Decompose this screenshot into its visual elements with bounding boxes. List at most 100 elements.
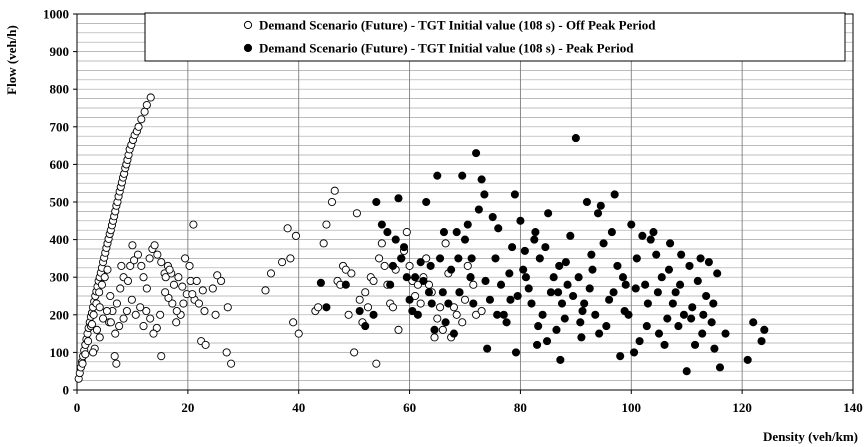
off-peak-point	[130, 256, 139, 265]
off-peak-point	[149, 329, 158, 338]
off-peak-point	[92, 325, 101, 334]
off-peak-point	[458, 318, 467, 327]
off-peak-point	[97, 280, 106, 289]
peak-point	[638, 231, 647, 240]
peak-point	[595, 329, 604, 338]
x-tick-label: 60	[403, 400, 416, 415]
off-peak-point	[169, 280, 179, 289]
peak-point	[533, 340, 542, 349]
peak-point	[632, 254, 641, 263]
peak-point	[488, 212, 497, 222]
peak-point	[710, 344, 719, 353]
peak-point	[554, 288, 563, 297]
peak-point	[469, 299, 478, 308]
peak-point	[438, 288, 447, 297]
peak-point	[493, 310, 502, 319]
off-peak-point	[188, 290, 197, 299]
peak-point	[674, 322, 683, 331]
off-peak-point	[185, 261, 194, 270]
off-peak-point	[200, 306, 209, 316]
x-tick-label: 140	[843, 400, 863, 415]
peak-point	[641, 280, 650, 289]
peak-point	[460, 235, 470, 244]
peak-point	[541, 243, 550, 252]
y-axis-title: Flow (veh/h)	[4, 25, 19, 95]
peak-point	[693, 276, 702, 286]
off-peak-point	[112, 299, 121, 308]
off-peak-point	[261, 286, 270, 295]
off-peak-point	[217, 276, 226, 286]
off-peak-point	[283, 224, 292, 233]
off-peak-point	[146, 93, 155, 102]
off-peak-point	[178, 282, 187, 291]
peak-point	[580, 299, 589, 308]
peak-point	[399, 243, 409, 252]
peak-point	[585, 284, 594, 293]
off-peak-point	[156, 310, 165, 319]
peak-point	[557, 299, 567, 308]
off-peak-point	[95, 303, 104, 312]
off-peak-point	[278, 258, 287, 267]
off-peak-point	[198, 286, 207, 295]
off-peak-point	[112, 359, 121, 368]
peak-point	[466, 273, 475, 282]
peak-point	[760, 325, 769, 334]
off-peak-point	[115, 322, 124, 331]
off-peak-point	[355, 295, 364, 304]
off-peak-point	[106, 291, 115, 301]
peak-point	[494, 224, 503, 233]
peak-point	[649, 228, 658, 237]
off-peak-point	[394, 325, 403, 334]
peak-point	[576, 318, 585, 327]
off-peak-point	[405, 261, 414, 270]
peak-point	[596, 201, 605, 210]
peak-point	[463, 220, 472, 229]
peak-point	[599, 239, 608, 248]
off-peak-point	[117, 261, 126, 270]
off-peak-point	[223, 303, 232, 312]
y-tick-label: 400	[50, 232, 70, 247]
legend-label-peak: Demand Scenario (Future) - TGT Initial v…	[259, 41, 634, 56]
peak-point	[699, 310, 708, 319]
peak-point	[447, 265, 456, 274]
peak-point	[610, 190, 619, 199]
off-peak-point	[369, 276, 378, 286]
peak-point	[549, 273, 558, 282]
off-peak-point	[416, 299, 425, 308]
peak-point	[577, 333, 586, 342]
off-peak-point	[208, 284, 217, 293]
peak-point	[657, 273, 666, 282]
off-peak-point	[430, 333, 439, 342]
peak-point	[696, 254, 705, 263]
peak-point	[394, 194, 403, 203]
off-peak-point	[322, 220, 331, 229]
peak-point	[477, 175, 486, 184]
off-peak-point	[174, 273, 183, 282]
peak-point	[679, 310, 688, 319]
peak-point	[531, 228, 540, 237]
off-peak-point	[213, 271, 222, 280]
peak-point	[483, 344, 492, 353]
y-tick-label: 700	[50, 119, 70, 134]
peak-point	[621, 280, 630, 289]
peak-point	[668, 299, 677, 308]
peak-point	[386, 280, 395, 289]
off-peak-point	[227, 359, 236, 368]
peak-point	[510, 190, 519, 199]
peak-point	[480, 190, 489, 199]
off-peak-point	[100, 273, 109, 282]
peak-point	[419, 276, 428, 286]
peak-point	[682, 367, 691, 376]
off-peak-point	[95, 288, 104, 297]
peak-point	[616, 352, 625, 361]
off-peak-point	[131, 310, 140, 319]
peak-point	[520, 246, 529, 255]
peak-point	[355, 306, 364, 316]
off-peak-point	[463, 261, 472, 270]
grid	[77, 14, 853, 390]
peak-point	[502, 318, 511, 327]
peak-point	[587, 250, 596, 259]
off-peak-point	[422, 254, 431, 263]
peak-point	[527, 299, 536, 308]
off-peak-point	[139, 322, 148, 331]
